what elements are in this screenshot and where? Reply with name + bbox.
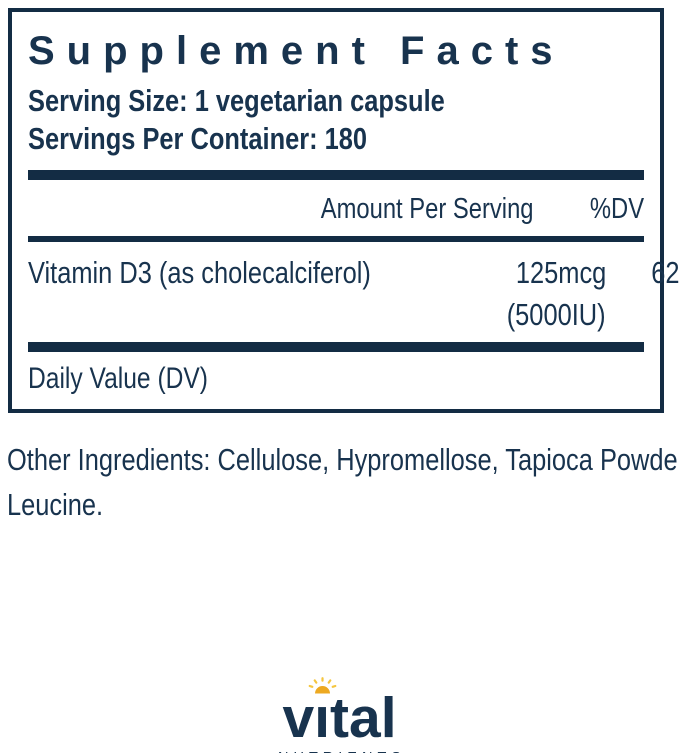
other-ingredients-text-1: Other Ingredients: Cellulose, Hypromello… — [7, 442, 679, 477]
brand-wordmark: v ıtal — [273, 677, 406, 747]
percent-dv-header: %DV — [589, 193, 644, 225]
amount-header-cell: Amount Per Serving — [28, 192, 534, 226]
amount-line-1: 125mcg — [446, 252, 606, 294]
wordmark-i-wrap: ı — [308, 677, 336, 747]
servings-per-container-text: Servings Per Container: 180 — [28, 121, 368, 156]
serving-size-line: Serving Size: 1 vegetarian capsule — [28, 82, 644, 120]
ingredient-amount: 125mcg — [515, 255, 607, 290]
daily-value-footnote: Daily Value (DV) — [28, 362, 209, 395]
divider-thin-header — [28, 236, 644, 242]
other-ingredients-text-2: Leucine. — [7, 487, 104, 522]
ingredient-name: Vitamin D3 (as cholecalciferol) — [28, 255, 371, 290]
amount-per-serving-header: Amount Per Serving — [321, 193, 534, 225]
other-ingredients-line-1: Other Ingredients: Cellulose, Hypromello… — [7, 437, 679, 482]
divider-thick-top — [28, 170, 644, 180]
amount-line-2: (5000IU) — [446, 294, 606, 336]
servings-per-container-line: Servings Per Container: 180 — [28, 120, 644, 158]
divider-thick-bottom — [28, 342, 644, 352]
serving-info: Serving Size: 1 vegetarian capsule Servi… — [28, 82, 644, 158]
ingredient-dv-cell: 625% — [606, 252, 679, 336]
ingredient-amount-cell: 125mcg (5000IU) — [446, 252, 606, 336]
footnote-row: Daily Value (DV) — [28, 352, 644, 396]
serving-size-text: Serving Size: 1 vegetarian capsule — [28, 83, 445, 118]
supplement-facts-panel: Supplement Facts Serving Size: 1 vegetar… — [8, 8, 679, 413]
wordmark-tal: tal — [330, 686, 397, 750]
table-row: Vitamin D3 (as cholecalciferol) 125mcg (… — [28, 242, 679, 342]
sun-icon — [308, 677, 336, 694]
wordmark-v: v — [282, 686, 315, 750]
brand-subtext: NUTRIENTS — [273, 750, 406, 753]
brand-logo: v ıtal NUTRIENTS — [273, 676, 406, 753]
ingredient-amount-alt: (5000IU) — [507, 297, 607, 332]
other-ingredients-line-2: Leucine. — [7, 482, 679, 527]
dv-header-cell: %DV — [534, 192, 644, 226]
ingredient-name-cell: Vitamin D3 (as cholecalciferol) — [28, 252, 446, 336]
table-header-row: Amount Per Serving %DV — [28, 180, 644, 236]
other-ingredients: Other Ingredients: Cellulose, Hypromello… — [7, 437, 679, 527]
ingredient-dv-value: 625% — [651, 255, 679, 290]
panel-title: Supplement Facts — [28, 29, 565, 73]
wordmark-i: ı — [314, 686, 331, 750]
